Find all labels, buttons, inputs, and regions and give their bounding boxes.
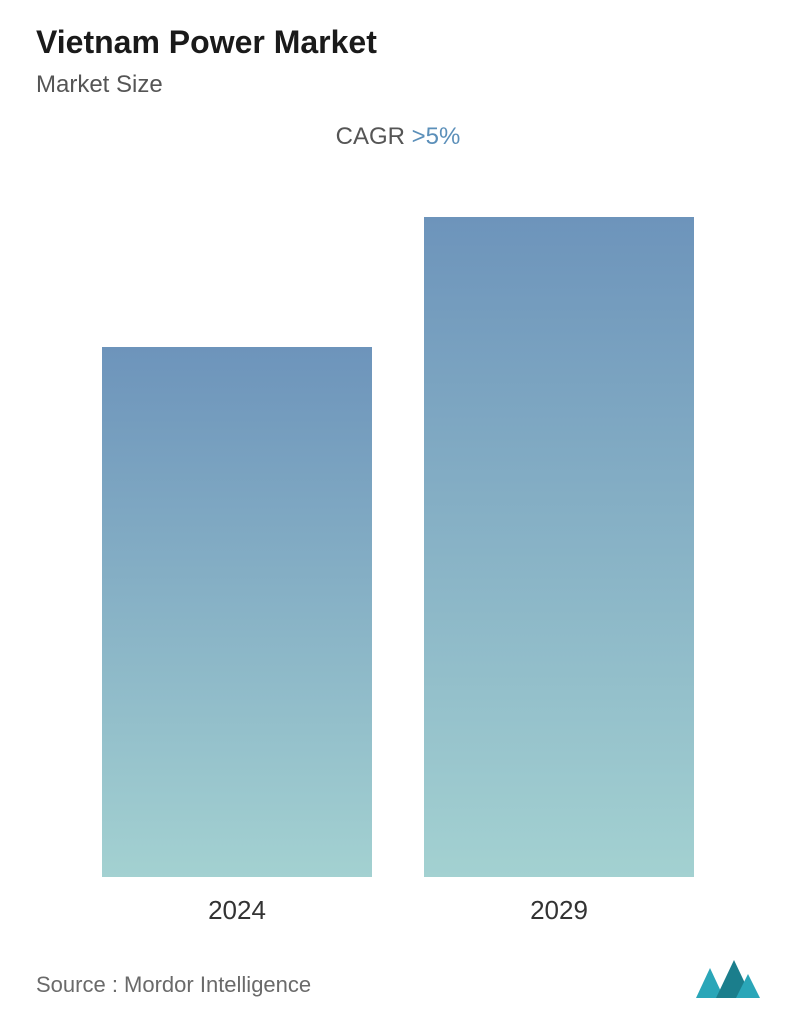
bar-1 (424, 217, 694, 877)
bar-chart: 2024 2029 (36, 171, 760, 926)
brand-logo-icon (696, 958, 760, 998)
footer: Source : Mordor Intelligence (36, 926, 760, 1010)
page-title: Vietnam Power Market (36, 24, 760, 61)
bar-group-1: 2029 (424, 217, 694, 926)
source-text: Source : Mordor Intelligence (36, 972, 311, 998)
bar-group-0: 2024 (102, 347, 372, 926)
page-subtitle: Market Size (36, 71, 760, 99)
bar-label-0: 2024 (208, 895, 266, 926)
bar-label-1: 2029 (530, 895, 588, 926)
infographic-container: Vietnam Power Market Market Size CAGR >5… (0, 0, 796, 1034)
cagr-label: CAGR (336, 123, 412, 150)
cagr-line: CAGR >5% (36, 123, 760, 151)
bar-0 (102, 347, 372, 877)
cagr-value: >5% (412, 123, 461, 150)
